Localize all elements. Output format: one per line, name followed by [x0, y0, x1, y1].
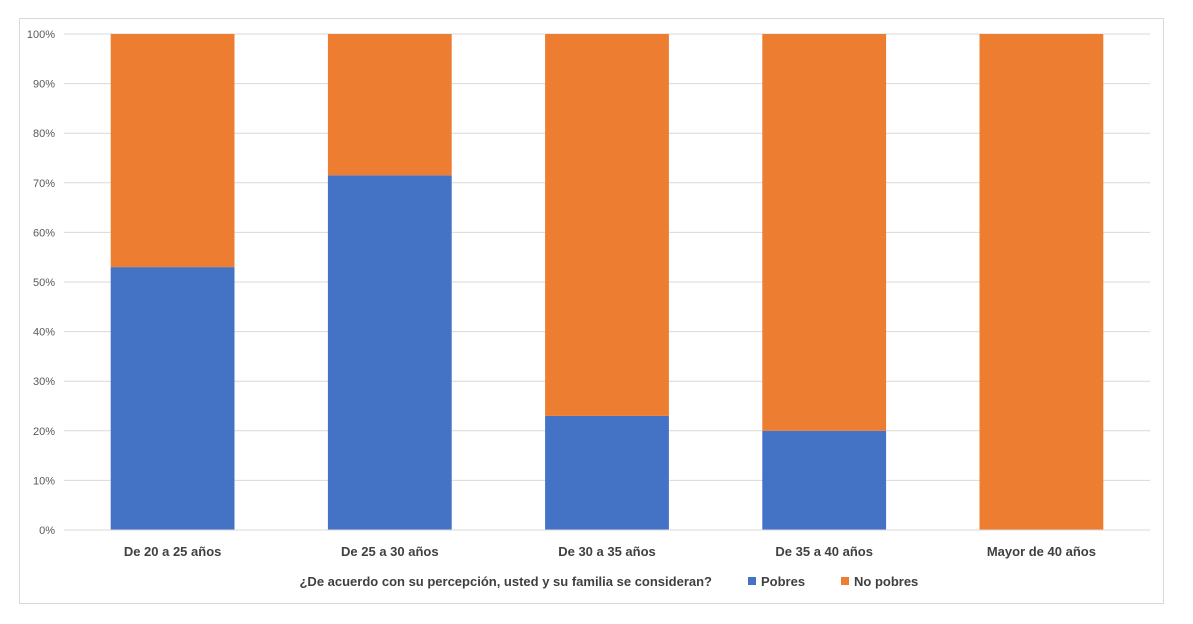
y-tick-label: 20%: [33, 426, 55, 438]
y-tick-label: 90%: [33, 79, 55, 91]
x-category-label: De 35 a 40 años: [775, 544, 873, 559]
x-category-label: De 30 a 35 años: [558, 544, 656, 559]
y-tick-label: 50%: [33, 277, 55, 289]
y-tick-label: 0%: [39, 525, 55, 537]
x-category-label: De 25 a 30 años: [341, 544, 439, 559]
y-axis-ticks: 0% 10% 20% 30% 40% 50% 60% 70% 80% 90% 100%: [27, 29, 55, 537]
bar-no-pobres: [110, 34, 235, 268]
bar-no-pobres: [979, 34, 1104, 530]
bar-pobres: [762, 430, 887, 530]
bar-pobres: [110, 267, 235, 530]
x-category-label: Mayor de 40 años: [987, 544, 1096, 559]
y-tick-label: 70%: [33, 178, 55, 190]
legend-swatch-pobres: [748, 577, 756, 585]
bar-no-pobres: [327, 34, 452, 176]
legend-swatch-no-pobres: [841, 577, 849, 585]
y-tick-label: 60%: [33, 227, 55, 239]
y-tick-label: 100%: [27, 29, 55, 41]
bars: [110, 34, 1104, 531]
legend-label-pobres: Pobres: [761, 574, 805, 589]
x-axis-labels: De 20 a 25 años De 25 a 30 años De 30 a 35…: [124, 544, 1096, 559]
legend-label-no-pobres: No pobres: [854, 574, 918, 589]
y-tick-label: 80%: [33, 128, 55, 140]
x-category-label: De 20 a 25 años: [124, 544, 222, 559]
y-tick-label: 30%: [33, 376, 55, 388]
y-tick-label: 40%: [33, 327, 55, 339]
bar-pobres: [327, 175, 452, 531]
bar-no-pobres: [762, 34, 887, 431]
bar-pobres: [545, 415, 669, 530]
y-tick-label: 10%: [33, 475, 55, 487]
bar-no-pobres: [545, 34, 669, 416]
legend: ¿De acuerdo con su percepción, usted y s…: [299, 574, 918, 589]
legend-title: ¿De acuerdo con su percepción, usted y s…: [299, 574, 712, 589]
